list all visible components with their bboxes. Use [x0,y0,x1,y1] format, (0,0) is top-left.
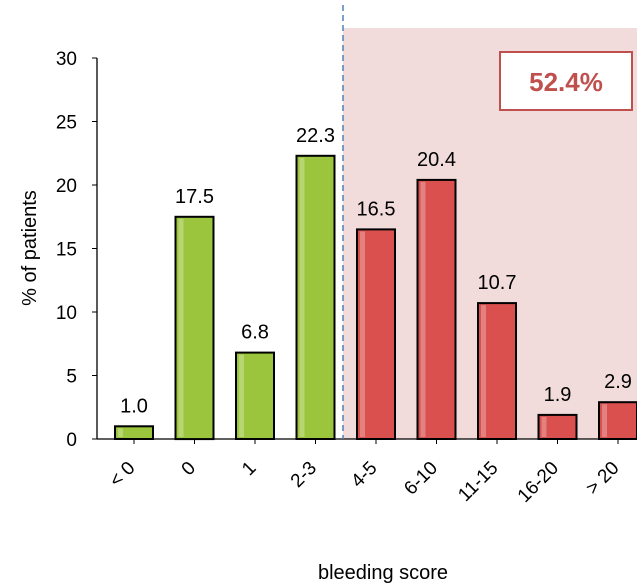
bar-6-10 [416,178,457,440]
x-tick-label-lt-0: < 0 [106,458,140,492]
bar-highlight-gt-20 [602,404,607,437]
data-labels-group: 1.0 17.5 6.8 22.3 16.5 20.4 10.7 1.9 2.9 [120,125,632,417]
data-label-4-5: 16.5 [357,198,396,220]
x-tick-label-1: 1 [238,458,260,480]
x-tick-label-6-10: 6-10 [400,458,442,500]
bar-11-15 [477,302,517,440]
x-tick-label-2-3: 2-3 [287,458,321,492]
data-label-gt-20: 2.9 [604,371,632,393]
annotation-text: 52.4% [529,67,603,97]
x-tick-label-11-15: 11-15 [454,458,502,506]
bar-1 [235,351,275,441]
data-label-0: 17.5 [175,186,214,208]
y-tick-label-5: 5 [66,367,77,388]
bars-group [114,154,637,441]
y-tick-label-25: 25 [56,113,77,134]
data-label-1: 6.8 [241,322,269,344]
annotation-box: 52.4% [499,51,633,111]
bar-highlight-4-5 [360,231,365,437]
x-tick-label-gt-20: > 20 [582,458,623,499]
bar-0 [174,215,215,441]
y-axis-title: % of patients [19,190,41,306]
bar-2-3 [295,154,336,441]
bar-highlight-lt-0 [118,428,123,437]
bar-highlight-11-15 [481,305,486,437]
bar-highlight-0 [178,218,184,438]
x-axis-title: bleeding score [318,562,448,584]
data-label-16-20: 1.9 [544,384,572,406]
bar-highlight-1 [239,354,244,437]
data-label-11-15: 10.7 [478,272,517,294]
x-tick-label-4-5: 4-5 [347,458,381,492]
x-tick-label-16-20: 16-20 [514,458,563,507]
y-ticks-group: 0 5 10 15 20 25 30 [56,49,97,451]
y-tick-label-0: 0 [66,430,77,451]
x-tick-label-0: 0 [178,458,200,480]
y-tick-label-30: 30 [56,49,77,70]
bar-16-20 [537,413,578,440]
y-tick-label-15: 15 [56,240,77,261]
bar-highlight-16-20 [541,416,547,437]
x-ticks-group: < 0 0 1 2-3 4-5 6-10 11-15 16-20 > 20 [106,439,624,507]
bar-highlight-2-3 [299,157,305,438]
data-label-lt-0: 1.0 [120,395,148,417]
y-tick-label-10: 10 [56,303,77,324]
y-tick-label-20: 20 [56,176,77,197]
bar-highlight-6-10 [420,181,426,437]
data-label-2-3: 22.3 [296,125,335,147]
data-label-6-10: 20.4 [417,149,456,171]
